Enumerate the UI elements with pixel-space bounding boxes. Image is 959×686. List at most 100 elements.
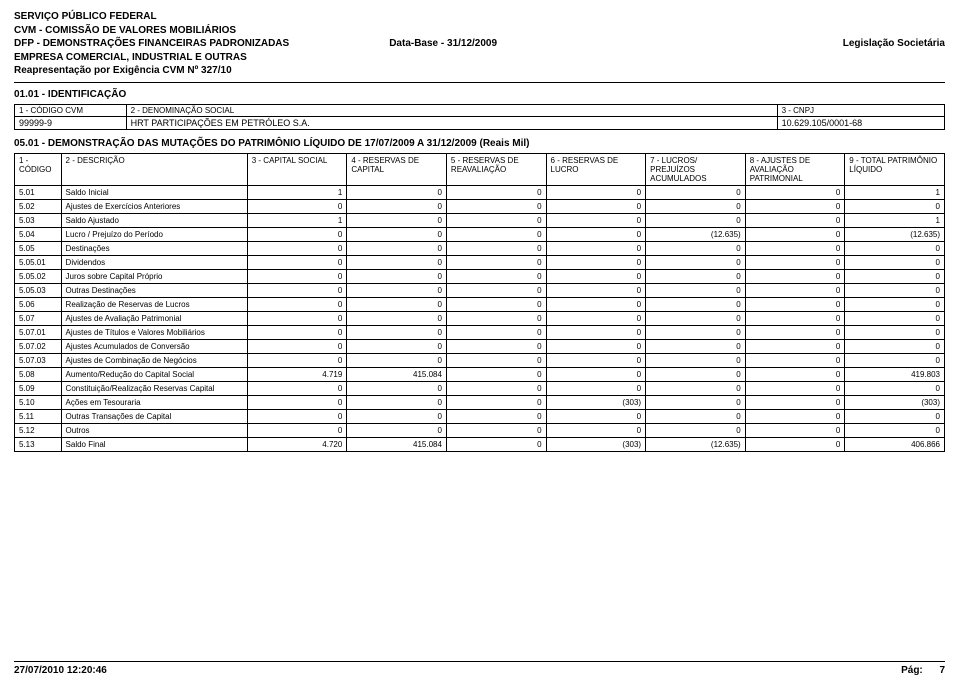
table-row: 5.05.01Dividendos0000000: [15, 255, 945, 269]
cell-value: 0: [247, 409, 347, 423]
cell-value: 0: [845, 381, 945, 395]
header-line3-right: Legislação Societária: [843, 37, 945, 51]
cell-desc: Ações em Tesouraria: [61, 395, 247, 409]
cell-value: 0: [247, 241, 347, 255]
cell-value: 0: [745, 255, 845, 269]
cell-value: 0: [845, 409, 945, 423]
id-col3-value: 10.629.105/0001-68: [777, 116, 944, 129]
cell-value: 0: [247, 395, 347, 409]
cell-value: 0: [446, 325, 546, 339]
cell-value: 0: [745, 367, 845, 381]
cell-value: 0: [347, 185, 447, 199]
cell-value: 0: [845, 241, 945, 255]
cell-desc: Constituição/Realização Reservas Capital: [61, 381, 247, 395]
cell-value: 0: [745, 437, 845, 451]
cell-code: 5.13: [15, 437, 62, 451]
cell-value: 0: [347, 269, 447, 283]
cell-value: 0: [247, 199, 347, 213]
header-line3-left: DFP - DEMONSTRAÇÕES FINANCEIRAS PADRONIZ…: [14, 37, 289, 51]
cell-value: 1: [247, 185, 347, 199]
cell-value: (12.635): [646, 437, 746, 451]
cell-value: (12.635): [845, 227, 945, 241]
cell-desc: Outras Transações de Capital: [61, 409, 247, 423]
cell-value: 0: [745, 409, 845, 423]
col-descricao: 2 - DESCRIÇÃO: [61, 153, 247, 185]
cell-value: 0: [546, 227, 646, 241]
cell-value: 0: [446, 283, 546, 297]
cell-value: 0: [446, 423, 546, 437]
cell-value: 0: [446, 241, 546, 255]
cell-value: 0: [745, 311, 845, 325]
cell-value: 0: [446, 395, 546, 409]
cell-code: 5.01: [15, 185, 62, 199]
cell-code: 5.04: [15, 227, 62, 241]
cell-code: 5.05.01: [15, 255, 62, 269]
cell-value: 0: [546, 185, 646, 199]
cell-value: 0: [845, 283, 945, 297]
cell-desc: Destinações: [61, 241, 247, 255]
col-ajustes-avaliacao: 8 - AJUSTES DE AVALIAÇÃO PATRIMONIAL: [745, 153, 845, 185]
cell-value: 0: [347, 227, 447, 241]
table-row: 5.03Saldo Ajustado1000001: [15, 213, 945, 227]
cell-value: 0: [446, 311, 546, 325]
col-reservas-lucro: 6 - RESERVAS DE LUCRO: [546, 153, 646, 185]
cell-value: (303): [845, 395, 945, 409]
footer-page-label: Pág:: [901, 665, 923, 676]
cell-value: 0: [347, 353, 447, 367]
cell-value: 0: [845, 353, 945, 367]
id-col1-value: 99999-9: [15, 116, 127, 129]
cell-code: 5.08: [15, 367, 62, 381]
col-reservas-capital: 4 - RESERVAS DE CAPITAL: [347, 153, 447, 185]
cell-value: 0: [745, 381, 845, 395]
cell-value: 0: [845, 269, 945, 283]
cell-desc: Ajustes de Exercícios Anteriores: [61, 199, 247, 213]
cell-value: 0: [546, 325, 646, 339]
cell-value: 0: [745, 199, 845, 213]
page-footer: 27/07/2010 12:20:46 Pág: 7: [14, 661, 945, 676]
cell-value: 0: [347, 423, 447, 437]
cell-code: 5.07.01: [15, 325, 62, 339]
cell-desc: Saldo Final: [61, 437, 247, 451]
footer-timestamp: 27/07/2010 12:20:46: [14, 665, 107, 676]
cell-value: 0: [446, 199, 546, 213]
cell-value: 0: [745, 269, 845, 283]
cell-value: (303): [546, 395, 646, 409]
cell-value: 0: [446, 269, 546, 283]
footer-page: Pág: 7: [901, 665, 945, 676]
cell-value: 0: [347, 325, 447, 339]
id-col2-label: 2 - DENOMINAÇÃO SOCIAL: [126, 104, 777, 116]
cell-value: 0: [646, 339, 746, 353]
table-row: 5.13Saldo Final4.720415.0840(303)(12.635…: [15, 437, 945, 451]
cell-code: 5.07.02: [15, 339, 62, 353]
cell-value: 0: [347, 339, 447, 353]
cell-code: 5.06: [15, 297, 62, 311]
cell-value: 0: [745, 185, 845, 199]
cell-value: 0: [646, 409, 746, 423]
cell-value: 0: [745, 339, 845, 353]
cell-value: 0: [247, 353, 347, 367]
cell-value: 0: [247, 227, 347, 241]
cell-value: 415.084: [347, 367, 447, 381]
col-reservas-reavaliacao: 5 - RESERVAS DE REAVALIAÇÃO: [446, 153, 546, 185]
cell-value: 0: [546, 381, 646, 395]
header-line1: SERVIÇO PÚBLICO FEDERAL: [14, 10, 945, 24]
cell-value: 0: [646, 199, 746, 213]
cell-code: 5.07: [15, 311, 62, 325]
cell-value: 1: [845, 213, 945, 227]
table-row: 5.09Constituição/Realização Reservas Cap…: [15, 381, 945, 395]
cell-value: 0: [347, 283, 447, 297]
cell-value: 0: [646, 269, 746, 283]
cell-value: 0: [247, 423, 347, 437]
cell-value: 0: [347, 297, 447, 311]
cell-value: 0: [446, 409, 546, 423]
id-col3-label: 3 - CNPJ: [777, 104, 944, 116]
cell-value: (12.635): [646, 227, 746, 241]
identificacao-title: 01.01 - IDENTIFICAÇÃO: [14, 89, 945, 100]
cell-value: 0: [446, 381, 546, 395]
cell-desc: Aumento/Redução do Capital Social: [61, 367, 247, 381]
table-row: 5.07.01Ajustes de Títulos e Valores Mobi…: [15, 325, 945, 339]
col-total-patrimonio: 9 - TOTAL PATRIMÔNIO LÍQUIDO: [845, 153, 945, 185]
cell-value: 0: [646, 353, 746, 367]
cell-value: 0: [546, 283, 646, 297]
table-row: 5.08Aumento/Redução do Capital Social4.7…: [15, 367, 945, 381]
